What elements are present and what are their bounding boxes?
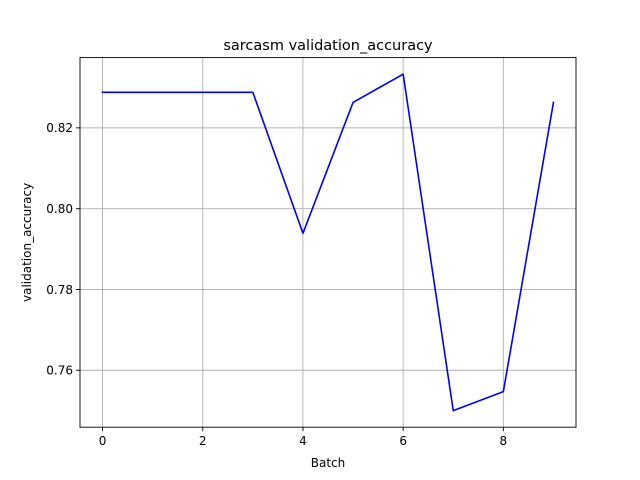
grid-layer (80, 57, 576, 428)
tick-layer: 0 2 4 6 8 0.76 0.78 0.80 0.82 (46, 121, 507, 448)
x-tick-label: 6 (399, 434, 407, 448)
y-tick-label: 0.82 (46, 121, 73, 135)
y-axis-label: validation_accuracy (20, 183, 34, 302)
chart-title: sarcasm validation_accuracy (223, 38, 433, 54)
x-tick-label: 8 (500, 434, 508, 448)
x-axis-label: Batch (311, 456, 346, 470)
series-layer (101, 73, 555, 412)
series-line (101, 73, 555, 412)
x-tick-label: 4 (299, 434, 307, 448)
x-tick-label: 2 (199, 434, 207, 448)
x-tick-label: 0 (99, 434, 107, 448)
y-tick-label: 0.78 (46, 283, 73, 297)
y-tick-label: 0.80 (46, 202, 73, 216)
y-tick-label: 0.76 (46, 364, 73, 378)
plot-frame (79, 57, 577, 428)
